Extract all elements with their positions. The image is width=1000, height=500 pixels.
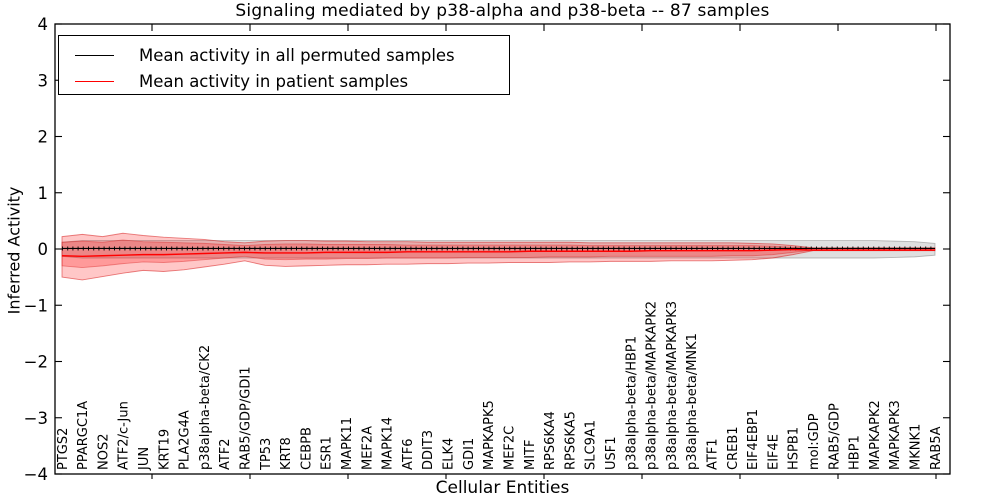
x-category-label: EIF4E — [766, 434, 781, 470]
legend-label-permuted: Mean activity in all permuted samples — [139, 46, 455, 65]
legend-box: Mean activity in all permuted samples Me… — [58, 35, 510, 95]
x-category-label: MAPKAPK2 — [868, 400, 883, 470]
x-category-label: RAB5A — [929, 426, 944, 470]
x-category-label: CREB1 — [726, 426, 741, 470]
x-category-label: ELK4 — [442, 438, 457, 470]
x-category-label: RAB5/GDP/GDI1 — [239, 367, 254, 470]
chart-title: Signaling mediated by p38-alpha and p38-… — [235, 1, 770, 21]
x-category-label: KRT8 — [279, 437, 294, 470]
x-category-label: HBP1 — [848, 435, 863, 470]
y-tick-label: 3 — [38, 71, 49, 90]
x-category-label: RAB5/GDP — [827, 403, 842, 470]
legend-item-patient: Mean activity in patient samples — [59, 69, 509, 94]
x-category-label: EIF4EBP1 — [746, 409, 761, 470]
x-category-label: JUN — [137, 447, 152, 471]
legend-item-permuted: Mean activity in all permuted samples — [59, 43, 509, 68]
x-category-label: ATF2/c-Jun — [117, 401, 132, 470]
y-tick-label: 0 — [38, 240, 49, 259]
y-tick-label: 2 — [38, 128, 49, 147]
permuted-samples-spread-band — [61, 240, 936, 259]
x-category-label: RPS6KA4 — [543, 411, 558, 470]
legend-label-patient: Mean activity in patient samples — [139, 72, 409, 91]
x-category-label: MAPK14 — [381, 417, 396, 470]
y-axis-label: Inferred Activity — [4, 186, 24, 315]
x-category-label: KRT19 — [157, 429, 172, 470]
x-category-label: HSPB1 — [787, 427, 802, 470]
x-category-label: TP53 — [259, 438, 274, 471]
x-category-label: MKNK1 — [908, 424, 923, 470]
patient-mean-line — [61, 248, 935, 258]
x-category-label: MAPK11 — [340, 417, 355, 470]
x-category-label: MEF2C — [502, 426, 517, 470]
x-axis-label: Cellular Entities — [435, 478, 570, 498]
x-category-label: MEF2A — [360, 426, 375, 470]
y-tick-label: −3 — [24, 409, 48, 428]
x-category-label: GDI1 — [462, 438, 477, 470]
x-category-label: SLC9A1 — [584, 420, 599, 470]
x-category-label: ATF2 — [218, 438, 233, 470]
y-tick-label: 4 — [38, 15, 49, 34]
x-category-label: ATF1 — [705, 438, 720, 470]
y-tick-label: 1 — [38, 184, 49, 203]
x-category-label: MAPKAPK5 — [482, 400, 497, 470]
x-category-label: CEBPB — [299, 427, 314, 470]
x-category-label: NOS2 — [96, 434, 111, 470]
x-category-label: USF1 — [604, 436, 619, 470]
x-category-label: MITF — [523, 440, 538, 470]
x-category-label: mol:GDP — [807, 413, 822, 470]
x-category-label: p38alpha-beta/MNK1 — [685, 333, 700, 470]
legend-line-permuted-swatch — [75, 55, 114, 56]
x-category-label: PTGS2 — [56, 428, 71, 470]
x-category-label: p38alpha-beta/MAPKAPK2 — [645, 301, 660, 470]
legend-line-patient-swatch — [75, 81, 114, 82]
y-tick-label: −4 — [24, 465, 48, 484]
x-category-label: MAPKAPK3 — [888, 400, 903, 470]
x-category-label: p38alpha-beta/MAPKAPK3 — [665, 301, 680, 470]
x-category-label: DDIT3 — [421, 430, 436, 470]
x-category-label: ATF6 — [401, 438, 416, 470]
x-category-label: ESR1 — [320, 436, 335, 470]
x-category-label: p38alpha-beta/HBP1 — [624, 336, 639, 470]
x-category-label: RPS6KA5 — [563, 411, 578, 470]
x-category-label: PPARGC1A — [76, 401, 91, 470]
x-category-label: p38alpha-beta/CK2 — [198, 345, 213, 470]
y-tick-label: −1 — [24, 296, 48, 315]
x-category-label: PLA2G4A — [178, 410, 193, 470]
y-tick-label: −2 — [24, 353, 48, 372]
